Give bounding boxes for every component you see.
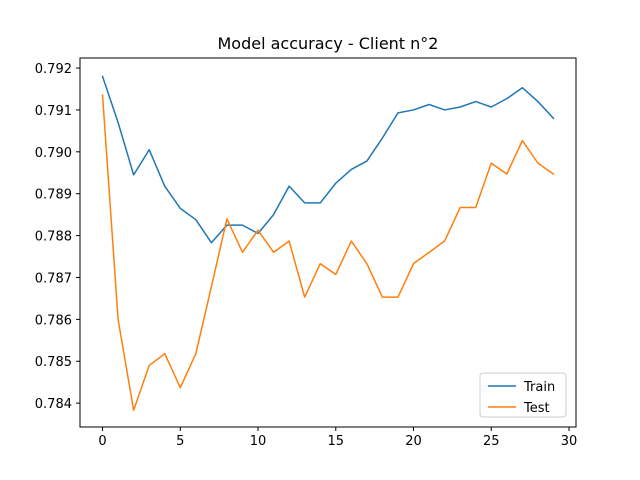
legend-box: [479, 372, 567, 418]
x-tick-label: 0: [98, 434, 106, 449]
x-tick-label: 15: [328, 434, 345, 449]
plot-frame: [79, 57, 577, 428]
x-tick-label: 10: [250, 434, 267, 449]
y-tick-label: 0.785: [35, 355, 72, 370]
y-tick-label: 0.788: [35, 230, 72, 245]
x-tick-label: 25: [483, 434, 500, 449]
x-tick-label: 5: [176, 434, 184, 449]
series-line-test: [101, 94, 555, 411]
x-tick-label: 30: [561, 434, 578, 449]
plot-lines: [101, 75, 555, 411]
legend-label-test: Test: [523, 401, 550, 416]
axes: 0 5 10 15 20 25 30 0.784 0.785 0.786 0.787 0.788 0.7…: [35, 62, 577, 449]
chart-title: Model accuracy - Client n°2: [218, 34, 439, 53]
x-tick-label: 20: [405, 434, 422, 449]
y-tick-label: 0.792: [35, 62, 72, 77]
y-tick-label: 0.791: [35, 104, 72, 119]
y-tick-label: 0.784: [35, 397, 72, 412]
y-tick-label: 0.789: [35, 188, 72, 203]
y-tick-label: 0.790: [35, 146, 72, 161]
series-line-train: [101, 75, 555, 244]
legend-label-train: Train: [523, 380, 555, 395]
y-tick-label: 0.787: [35, 271, 72, 286]
legend: Train Test: [479, 372, 567, 418]
y-tick-label: 0.786: [35, 313, 72, 328]
